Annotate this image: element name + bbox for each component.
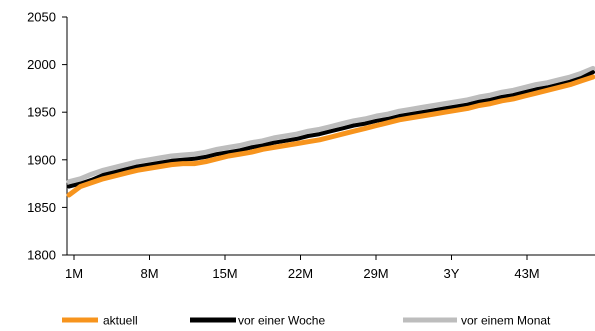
x-tick-label: 8M [140, 266, 158, 281]
y-tick-label: 1950 [27, 105, 56, 120]
y-tick-label: 1900 [27, 152, 56, 167]
y-tick-label: 1850 [27, 200, 56, 215]
plot-lines [66, 65, 595, 198]
x-tick-label: 15M [212, 266, 237, 281]
legend: aktuell vor einer Woche vor einem Monat [62, 314, 551, 328]
y-tick-label: 1800 [27, 248, 56, 263]
y-tick-label: 2000 [27, 57, 56, 72]
series-line-0 [66, 74, 595, 198]
x-tick-label: 22M [288, 266, 313, 281]
y-tick-label: 2050 [27, 10, 56, 25]
legend-label-0: aktuell [103, 314, 138, 328]
x-tick-label: 43M [514, 266, 539, 281]
series-line-2 [66, 65, 595, 185]
y-axis: 1800 1850 1900 1950 2000 2050 [27, 10, 68, 263]
legend-label-2: vor einem Monat [461, 314, 551, 328]
x-tick-label: 29M [363, 266, 388, 281]
x-tick-label: 1M [65, 266, 83, 281]
x-tick-label: 3Y [444, 266, 460, 281]
legend-label-1: vor einer Woche [238, 314, 325, 328]
x-axis: 1M 8M 15M 22M 29M 3Y 43M [65, 254, 595, 281]
series-line-1 [67, 70, 595, 189]
